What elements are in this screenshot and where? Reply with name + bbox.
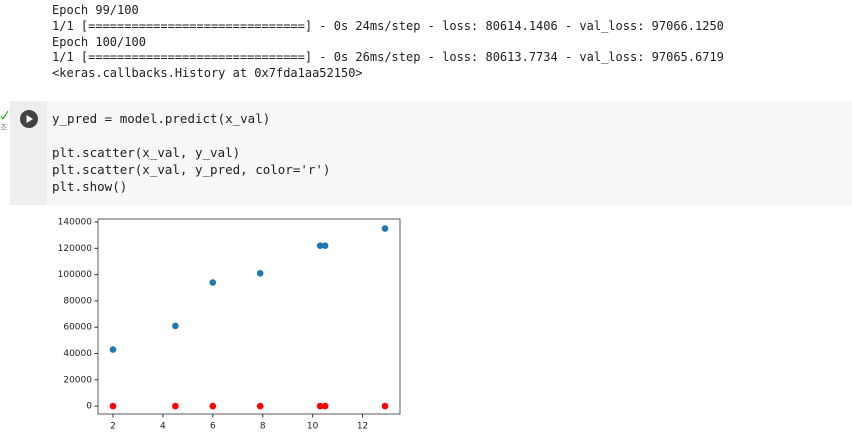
scatter-point [256,270,264,277]
scatter-point [316,242,324,249]
y-tick-label: 120000 [58,244,93,254]
output-line: 1/1 [==============================] - 0… [52,50,724,64]
y-tick-label: 100000 [58,270,93,280]
x-tick-label: 4 [160,422,166,432]
code-cell [10,101,852,205]
scatter-point [321,242,329,249]
status-icon [0,110,9,120]
cell-status: 초 [0,123,8,132]
code-line: plt.show() [52,179,128,194]
scatter-point [109,402,117,410]
y-tick-label: 60000 [63,323,92,333]
output-line: Epoch 99/100 [52,3,139,17]
output-line: Epoch 100/100 [52,35,146,49]
code-line: y_pred = model.predict(x_val) [52,111,271,126]
code-line: plt.scatter(x_val, y_val) [52,145,241,160]
scatter-point [109,346,117,353]
run-button[interactable] [19,109,39,129]
output-line: 1/1 [==============================] - 0… [52,19,724,33]
scatter-point [381,402,389,410]
y-tick-label: 0 [86,402,92,412]
scatter-point [172,402,179,410]
scatter-point [209,402,217,410]
scatter-point [316,402,324,410]
plot-area [97,218,401,415]
y-tick-label: 20000 [63,375,92,385]
x-tick-label: 2 [110,422,116,432]
scatter-point [209,279,217,286]
output-line: <keras.callbacks.History at 0x7fda1aa521… [52,66,363,80]
y-tick-label: 140000 [58,218,93,228]
scatter-point [381,225,389,232]
scatter-point [172,322,179,330]
chart: 0 20000 40000 60000 80000 100000 120000 140000 2… [58,218,401,432]
code-line: plt.scatter(x_val, y_pred, color='r') [52,162,331,177]
scatter-point [321,402,329,410]
x-tick-label: 8 [260,422,266,432]
x-tick-label: 10 [307,422,319,432]
x-tick-label: 6 [210,422,216,432]
scatter-point [256,402,264,410]
y-tick-label: 40000 [63,349,92,359]
y-tick-label: 80000 [63,296,92,306]
x-tick-label: 12 [357,422,368,432]
